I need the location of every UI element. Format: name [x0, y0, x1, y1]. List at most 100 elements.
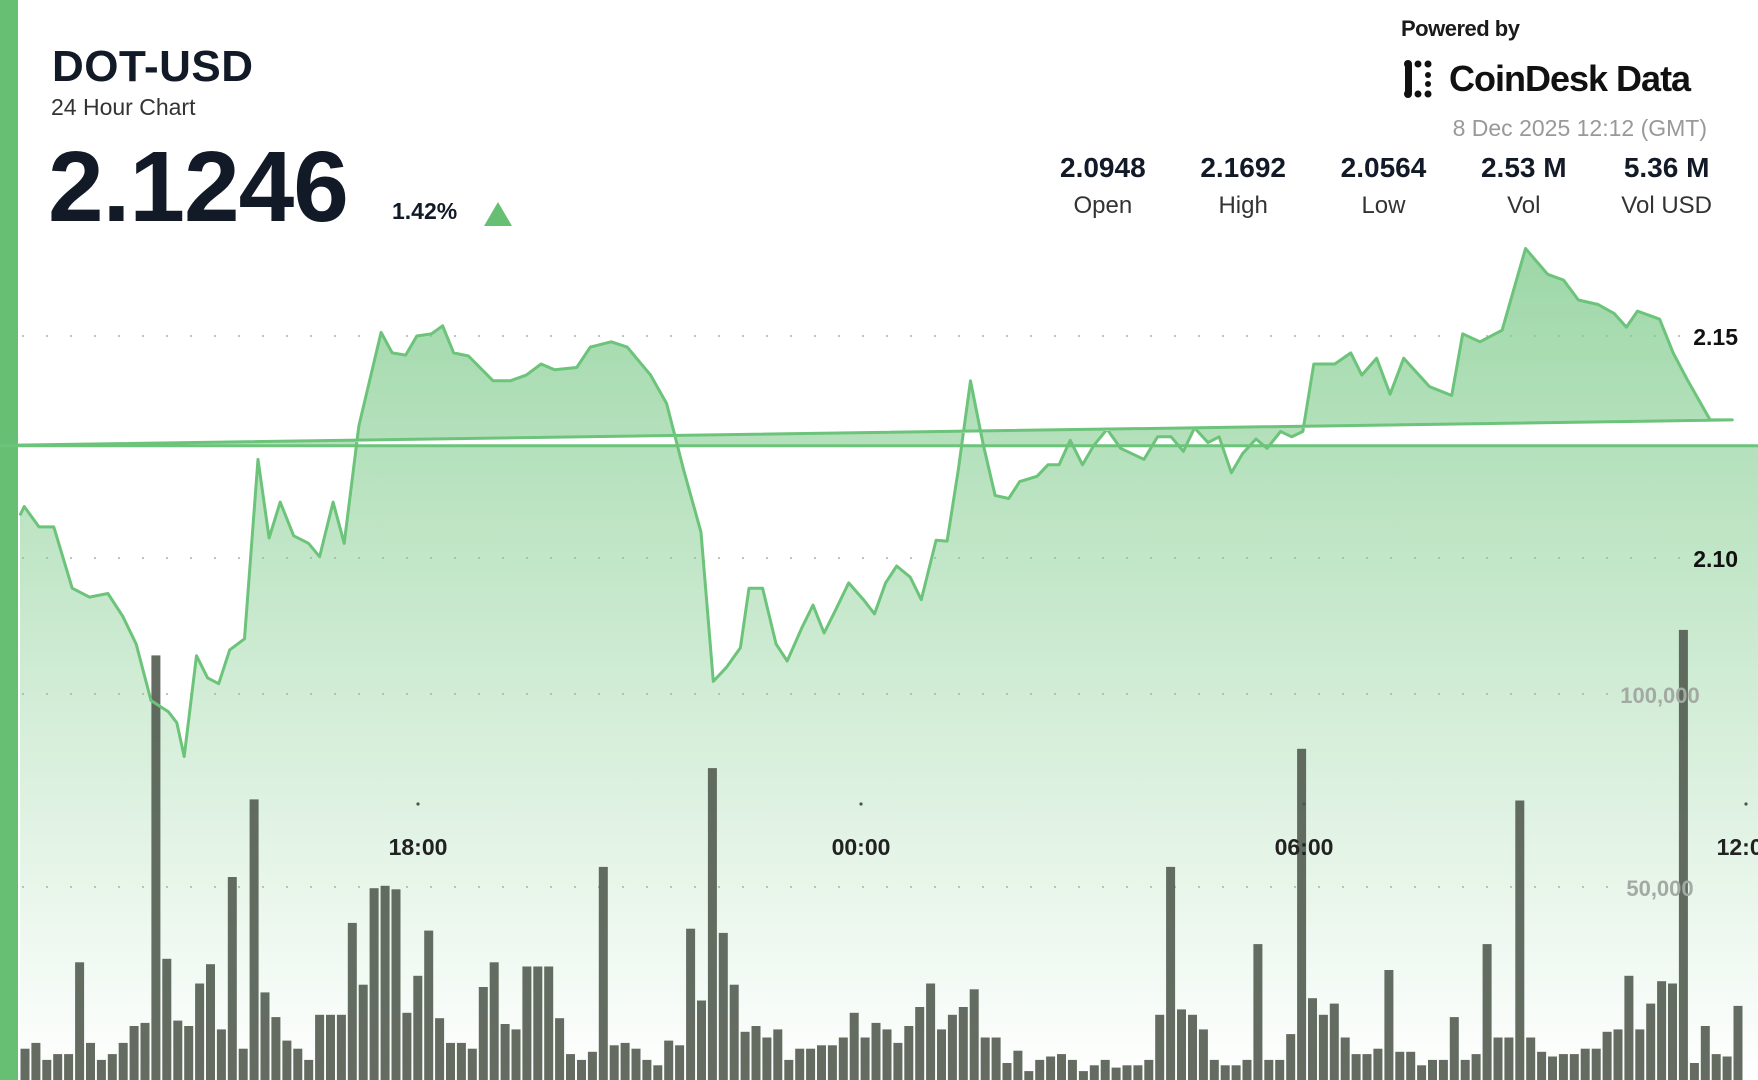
x-tick-label: 18:00 [389, 834, 448, 860]
volume-bar [1657, 981, 1667, 1080]
triangle-up-icon [484, 202, 512, 226]
price-line-layer [0, 247, 1758, 758]
volume-bar [1188, 1014, 1197, 1080]
axis-labels: 18:00 00:00 06:00 12:00 2.15 2.10 100,00… [389, 324, 1758, 901]
volume-bar [1275, 1059, 1285, 1080]
volume-bar [1100, 1059, 1110, 1080]
volume-bar [773, 1029, 783, 1080]
stat-label: Vol USD [1621, 192, 1712, 219]
coindesk-data-logo: CoinDesk Data [1401, 58, 1691, 100]
volume-bar [1067, 1059, 1077, 1080]
volume-bar [544, 966, 554, 1080]
volume-bar [675, 1045, 685, 1080]
volume-bar [31, 1042, 41, 1080]
volume-bar [631, 1048, 641, 1080]
volume-bar [347, 922, 357, 1080]
volume-bar [904, 1026, 914, 1080]
stat-vol-usd: 5.36 M Vol USD [1621, 152, 1712, 220]
volume-bar [140, 1022, 150, 1080]
stat-low: 2.0564 Low [1341, 152, 1427, 220]
volume-bar [653, 1065, 663, 1080]
volume-bar [1700, 1026, 1710, 1080]
volume-bar [1133, 1065, 1143, 1080]
volume-bar [664, 1040, 674, 1080]
volume-bars [20, 629, 1743, 1080]
volume-bar [1504, 1037, 1514, 1080]
volume-bar [1428, 1059, 1437, 1080]
volume-bar [1308, 998, 1317, 1080]
volume-bar [1177, 1009, 1186, 1080]
price-area [0, 248, 1758, 1080]
volume-bar [806, 1048, 816, 1080]
volume-bar [380, 885, 390, 1080]
volume-bar [478, 987, 488, 1080]
volume-bar [1318, 1014, 1328, 1080]
volume-bar [1471, 1054, 1481, 1080]
volume-bar [1253, 944, 1263, 1080]
chart-subtitle: 24 Hour Chart [51, 94, 196, 120]
price-tick-label: 2.15 [1693, 324, 1738, 350]
volume-bar [991, 1037, 1001, 1080]
volume-bar [1046, 1056, 1056, 1080]
stat-value: 2.0564 [1340, 152, 1427, 183]
volume-bar [718, 932, 728, 1080]
stat-high: 2.1692 High [1200, 152, 1286, 220]
volume-bar [893, 1042, 903, 1080]
volume-bar [391, 889, 401, 1080]
volume-bar [642, 1059, 652, 1080]
volume-bar [817, 1045, 826, 1080]
symbol-title: DOT-USD [52, 42, 254, 91]
volume-bar [402, 1012, 412, 1080]
volume-bar [871, 1022, 881, 1080]
volume-bar [740, 1031, 750, 1080]
volume-bar [1144, 1059, 1154, 1080]
volume-bar [260, 992, 270, 1080]
volume-bar [1264, 1059, 1274, 1080]
volume-bar [1711, 1054, 1721, 1080]
volume-bar [860, 1037, 870, 1080]
volume-bar [1449, 1017, 1459, 1080]
volume-bar [620, 1042, 630, 1080]
volume-bar [784, 1059, 794, 1080]
volume-bar [729, 984, 739, 1080]
volume-bar [1558, 1054, 1568, 1080]
volume-bar [358, 984, 368, 1080]
powered-by-label: Powered by [1401, 16, 1520, 41]
volume-bar [795, 1048, 805, 1080]
volume-bar [1013, 1050, 1023, 1080]
coindesk-logo-icon [1404, 60, 1432, 98]
stat-label: High [1218, 192, 1268, 219]
timestamp: 8 Dec 2025 12:12 (GMT) [1452, 115, 1707, 141]
volume-bar [1373, 1048, 1383, 1080]
volume-bar [53, 1054, 63, 1080]
volume-bar [1515, 800, 1525, 1080]
volume-bar [1722, 1056, 1732, 1080]
volume-bar [1624, 975, 1634, 1080]
volume-bar [162, 958, 172, 1080]
volume-bar [369, 888, 379, 1080]
volume-bar [686, 928, 696, 1080]
volume-bar [271, 1017, 281, 1080]
volume-bar [577, 1059, 586, 1080]
volume-bar [1078, 1071, 1088, 1080]
volume-bar [1417, 1065, 1427, 1080]
volume-tick-label: 50,000 [1626, 876, 1693, 901]
volume-bar [937, 1029, 946, 1080]
volume-bar [20, 1048, 30, 1080]
volume-bar [1602, 1031, 1612, 1080]
volume-bar [1297, 748, 1307, 1080]
volume-bar [1482, 944, 1492, 1080]
x-tick-label: 00:00 [832, 834, 891, 860]
volume-bar [467, 1048, 477, 1080]
volume-bar [1242, 1059, 1252, 1080]
volume-bar [456, 1042, 466, 1080]
volume-bar [326, 1014, 335, 1080]
volume-bar [1646, 1003, 1656, 1080]
volume-bar [249, 799, 259, 1080]
price-tick-label: 2.10 [1693, 546, 1738, 572]
volume-bar [500, 1024, 510, 1080]
volume-bar [86, 1042, 95, 1080]
volume-bar [1635, 1029, 1645, 1080]
volume-bar [173, 1020, 183, 1080]
volume-bar [762, 1037, 772, 1080]
